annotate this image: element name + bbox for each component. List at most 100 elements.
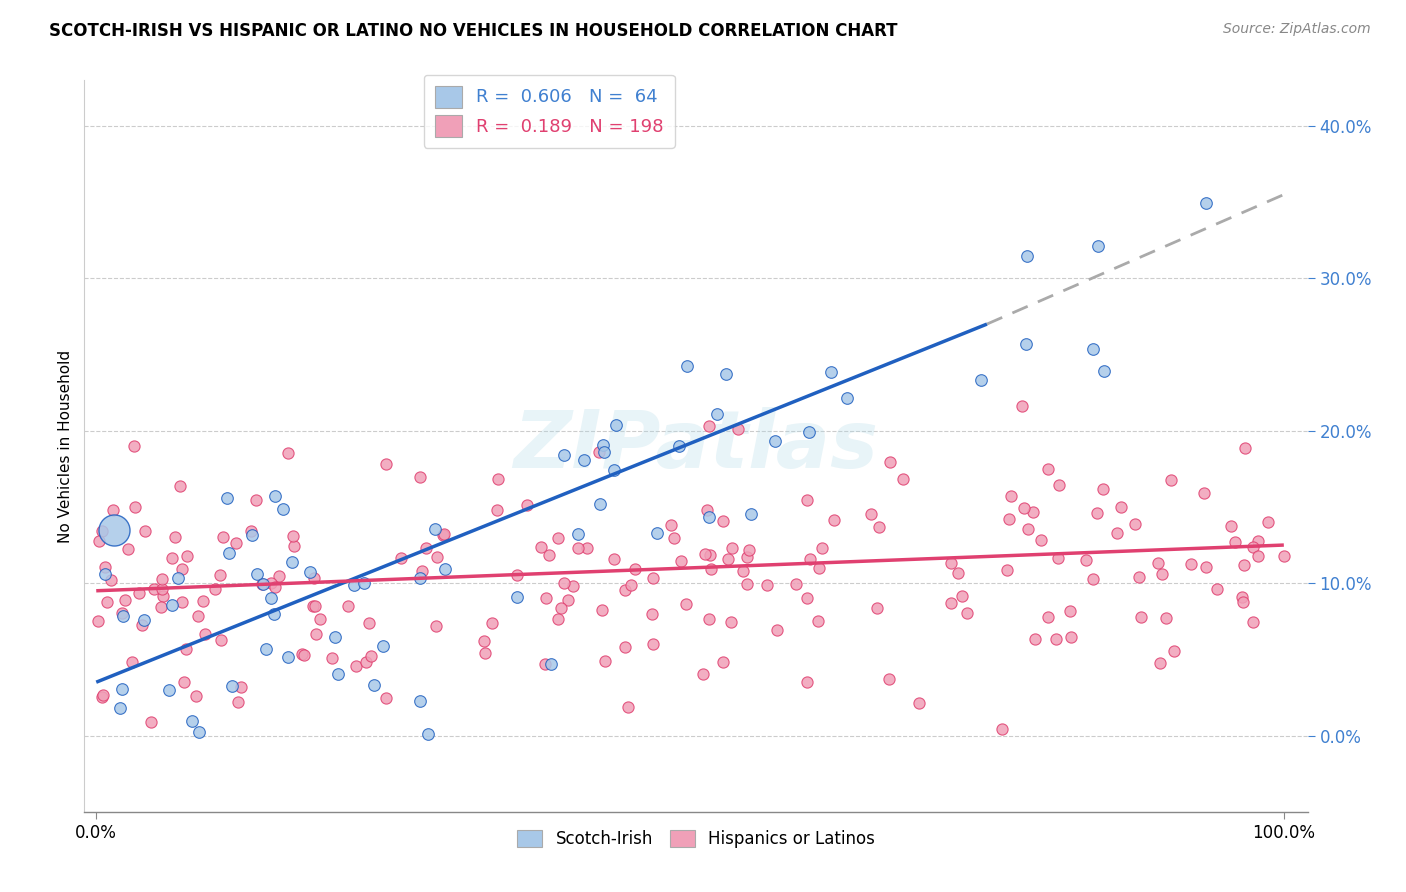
Point [950, 589, 973, 603]
Point [124, 500, 146, 514]
Point [283, 539, 305, 553]
Point [96, 595, 118, 609]
Point [488, 472, 510, 486]
Point [415, 541, 437, 555]
Point [375, 691, 398, 706]
Point [1195, 195, 1218, 210]
Point [1123, 517, 1146, 532]
Point [695, 547, 717, 561]
Point [304, 571, 326, 585]
Point [209, 632, 232, 647]
Point [93, 559, 115, 574]
Point [87, 534, 110, 549]
Point [711, 655, 734, 669]
Point [111, 606, 134, 620]
Point [150, 572, 173, 586]
Point [328, 666, 350, 681]
Point [360, 648, 382, 663]
Point [263, 580, 285, 594]
Point [706, 407, 728, 421]
Point [737, 577, 759, 591]
Point [593, 444, 616, 458]
Point [260, 575, 283, 590]
Point [103, 523, 125, 537]
Point [371, 640, 394, 654]
Point [796, 675, 818, 690]
Point [472, 634, 495, 648]
Point [1015, 336, 1038, 351]
Point [574, 453, 596, 467]
Point [837, 392, 859, 406]
Point [94, 566, 117, 581]
Point [1257, 515, 1279, 529]
Point [321, 650, 343, 665]
Point [1107, 526, 1129, 541]
Point [1024, 632, 1046, 646]
Point [152, 590, 174, 604]
Legend: Scotch-Irish, Hispanics or Latinos: Scotch-Irish, Hispanics or Latinos [510, 823, 882, 855]
Point [785, 577, 807, 591]
Point [344, 658, 367, 673]
Point [588, 497, 610, 511]
Point [669, 554, 692, 568]
Point [194, 627, 217, 641]
Point [662, 531, 685, 545]
Point [1147, 556, 1170, 570]
Point [939, 556, 962, 570]
Point [1149, 657, 1171, 671]
Point [1081, 342, 1104, 356]
Point [505, 568, 527, 582]
Point [254, 641, 277, 656]
Point [291, 647, 314, 661]
Point [218, 545, 240, 559]
Point [176, 549, 198, 564]
Point [416, 726, 439, 740]
Point [128, 586, 150, 600]
Point [1046, 550, 1069, 565]
Point [263, 607, 285, 621]
Point [163, 530, 186, 544]
Point [281, 529, 304, 543]
Point [668, 439, 690, 453]
Point [1029, 533, 1052, 547]
Point [908, 697, 931, 711]
Point [411, 564, 433, 578]
Point [1232, 595, 1254, 609]
Point [280, 555, 302, 569]
Point [799, 552, 821, 566]
Point [891, 472, 914, 486]
Point [1195, 559, 1218, 574]
Point [1011, 399, 1033, 413]
Point [1241, 615, 1264, 630]
Point [1074, 553, 1097, 567]
Point [696, 502, 718, 516]
Point [735, 550, 758, 565]
Point [1160, 473, 1182, 487]
Point [187, 609, 209, 624]
Point [117, 541, 139, 556]
Point [131, 618, 153, 632]
Point [1015, 249, 1038, 263]
Point [160, 550, 183, 565]
Point [645, 525, 668, 540]
Point [614, 640, 637, 654]
Point [991, 722, 1014, 736]
Point [1130, 610, 1153, 624]
Point [432, 528, 454, 542]
Point [796, 493, 818, 508]
Point [1233, 441, 1256, 455]
Point [603, 463, 626, 477]
Point [1233, 558, 1256, 573]
Point [87, 614, 110, 628]
Point [620, 577, 643, 591]
Point [292, 648, 315, 662]
Point [1017, 522, 1039, 536]
Point [336, 599, 359, 613]
Point [807, 561, 830, 575]
Point [659, 517, 682, 532]
Point [260, 591, 283, 605]
Point [271, 501, 294, 516]
Point [1230, 591, 1253, 605]
Point [567, 541, 589, 555]
Point [537, 549, 560, 563]
